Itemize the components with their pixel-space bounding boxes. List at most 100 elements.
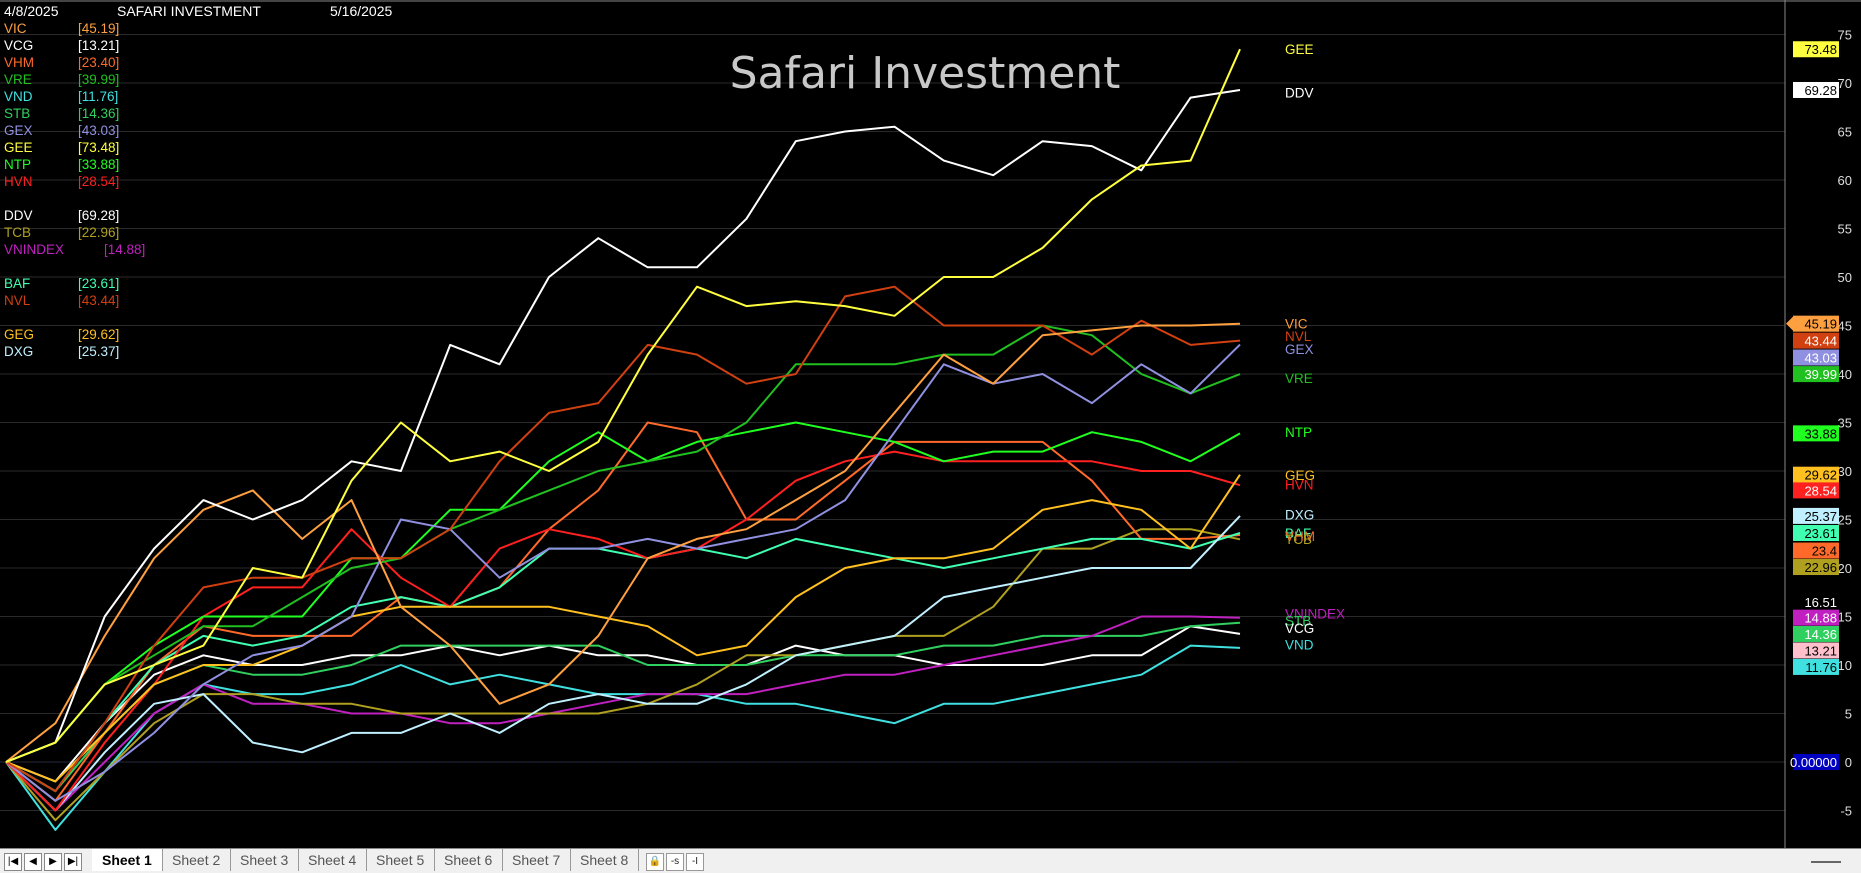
y-tick-label: 55: [1838, 222, 1852, 237]
lock-icon[interactable]: 🔒: [646, 853, 664, 871]
series-line-dxg: [5, 515, 1241, 812]
legend-series-value: [43.03]: [78, 123, 120, 138]
legend-series-value: [45.19]: [78, 21, 120, 36]
series-end-label: TCB: [1285, 532, 1312, 547]
y-tick-label: 20: [1838, 561, 1852, 576]
price-tag-box: [1793, 366, 1839, 383]
y-tick-label: 35: [1838, 416, 1852, 431]
chart-title: Safari Investment: [730, 48, 1121, 99]
price-tag-label: 73.48: [1804, 42, 1837, 57]
series-end-label: DXG: [1285, 508, 1314, 523]
price-tag-box: [1793, 625, 1839, 642]
y-tick-label: 50: [1838, 270, 1852, 285]
series-line-vic: [5, 322, 1241, 763]
series-line-ntp: [5, 421, 1241, 763]
legend-series-name: TCB: [4, 225, 31, 240]
tab-sheet-7[interactable]: Sheet 7: [502, 849, 572, 871]
tab-sheet-5[interactable]: Sheet 5: [366, 849, 436, 871]
series-end-label: GEE: [1285, 42, 1314, 57]
price-tag-box: [1793, 642, 1839, 659]
series-line-geg: [5, 474, 1241, 783]
series-end-label: NTP: [1285, 425, 1312, 440]
price-tag-label: 43.44: [1804, 334, 1837, 349]
tab-sheet-8[interactable]: Sheet 8: [570, 849, 640, 871]
series-line-gex: [5, 343, 1241, 802]
legend-series-name: GEX: [4, 123, 33, 138]
scroll-handle[interactable]: [1811, 861, 1841, 863]
prev-sheet-button[interactable]: ◀: [24, 853, 42, 871]
price-tag-box: [1793, 315, 1839, 332]
series-end-label: NVL: [1285, 329, 1312, 344]
price-tag-label: 45.19: [1804, 317, 1837, 332]
price-tag-label: 16.51: [1804, 595, 1837, 610]
tab-sheet-2[interactable]: Sheet 2: [162, 849, 232, 871]
price-tag-label: 23.4: [1812, 544, 1837, 559]
legend-series-name: HVN: [4, 174, 33, 189]
legend-series-name: VCG: [4, 38, 34, 53]
y-tick-label: 60: [1838, 173, 1852, 188]
legend-series-name: VNINDEX: [4, 242, 65, 257]
price-tag-box: [1793, 559, 1839, 576]
tab-sheet-1[interactable]: Sheet 1: [92, 849, 163, 871]
y-tick-label: 45: [1838, 319, 1852, 334]
legend-series-name: DXG: [4, 344, 34, 359]
first-sheet-button[interactable]: |◀: [4, 853, 22, 871]
series-end-label: VIC: [1285, 317, 1308, 332]
legend-series-value: [28.54]: [78, 174, 120, 189]
price-tag-box: [1793, 658, 1839, 675]
tab-sheet-3[interactable]: Sheet 3: [230, 849, 300, 871]
insert-sheet-button[interactable]: -I: [686, 853, 704, 871]
price-tag-box: [1793, 41, 1839, 58]
price-tag-label: 11.76: [1805, 660, 1837, 675]
price-tag-box: [1793, 507, 1839, 524]
legend-series-value: [69.28]: [78, 208, 120, 223]
price-tag-label: 25.37: [1804, 509, 1837, 524]
legend-series-value: [33.88]: [78, 157, 120, 172]
price-tag-box: [1793, 425, 1839, 442]
legend-series-name: VRE: [4, 72, 32, 87]
series-line-nvl: [5, 285, 1241, 793]
split-sheet-button[interactable]: -s: [666, 853, 684, 871]
series-line-tcb: [5, 528, 1241, 822]
series-line-ddv: [5, 89, 1241, 763]
y-tick-label: 5: [1845, 707, 1852, 722]
legend-series-value: [13.21]: [78, 38, 120, 53]
legend-series-name: VND: [4, 89, 33, 104]
series-end-label: DDV: [1285, 86, 1314, 101]
chart-area[interactable]: -5 0 5 10 15 20 25 30 35 40 45 50 55 60 65 70 75 Safari I…: [0, 0, 1861, 848]
legend-series-value: [43.44]: [78, 293, 120, 308]
legend-series-value: [14.36]: [78, 106, 120, 121]
price-tag-box: [1793, 81, 1839, 98]
legend-series-value: [29.62]: [78, 327, 120, 342]
series-end-label: VND: [1285, 638, 1314, 653]
series-end-label: VRE: [1285, 371, 1313, 386]
legend-series-value: [23.40]: [78, 55, 120, 70]
tab-sheet-4[interactable]: Sheet 4: [298, 849, 368, 871]
legend-series-name: GEE: [4, 140, 33, 155]
legend-series-value: [39.99]: [78, 72, 120, 87]
y-tick-label: 0: [1845, 755, 1852, 770]
line-chart[interactable]: -5 0 5 10 15 20 25 30 35 40 45 50 55 60 65 70 75 Safari I…: [0, 0, 1861, 848]
sheet-tab-bar: |◀ ◀ ▶ ▶| Sheet 1 Sheet 2 Sheet 3 Sheet 4 Sheet …: [0, 848, 1861, 873]
tab-sheet-6[interactable]: Sheet 6: [434, 849, 504, 871]
legend-series-name: BAF: [4, 276, 31, 291]
legend-series-value: [25.37]: [78, 344, 120, 359]
series-end-label: HVN: [1285, 478, 1314, 493]
start-date: 4/8/2025: [4, 3, 59, 19]
price-tag-label: 22.96: [1804, 560, 1837, 575]
series-line-hvn: [5, 450, 1241, 812]
y-tick-label: -5: [1840, 804, 1852, 819]
series-line-baf: [5, 532, 1241, 793]
price-tag-box: [1793, 332, 1839, 349]
series-end-label: GEX: [1285, 342, 1314, 357]
last-sheet-button[interactable]: ▶|: [64, 853, 82, 871]
series-end-label: VNINDEX: [1285, 607, 1345, 622]
y-tick-label: 70: [1838, 76, 1852, 91]
price-tag-label: 14.88: [1804, 611, 1837, 626]
price-tag-box: [1793, 466, 1839, 483]
price-tag-label: 23.61: [1804, 526, 1837, 541]
legend-series-value: [23.61]: [78, 276, 120, 291]
next-sheet-button[interactable]: ▶: [44, 853, 62, 871]
series-end-label: VHM: [1285, 529, 1315, 544]
price-tag-label: 43.03: [1804, 351, 1837, 366]
